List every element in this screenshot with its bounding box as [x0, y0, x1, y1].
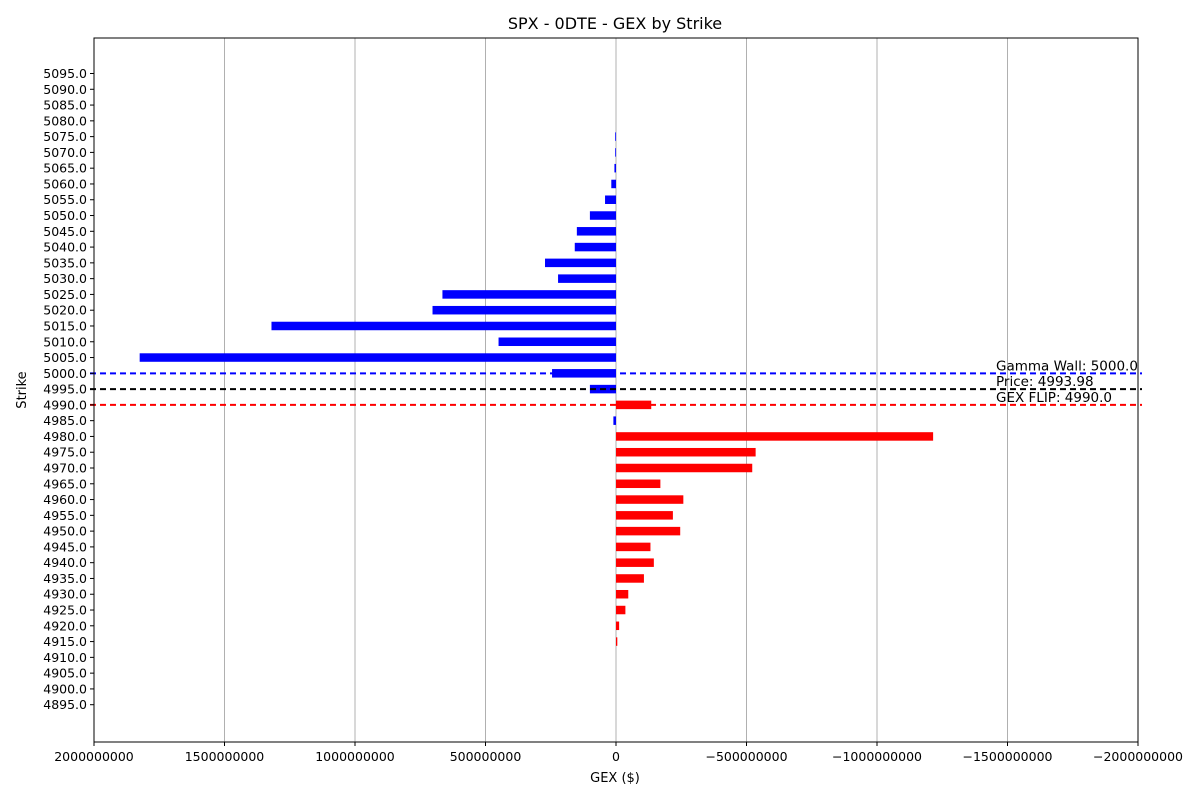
reference-line-layer — [90, 372, 1142, 406]
y-tick-label: 5075.0 — [43, 129, 87, 144]
y-tick-label: 5000.0 — [43, 366, 87, 381]
y-tick-label: 4910.0 — [43, 650, 87, 665]
y-tick-label: 4935.0 — [43, 571, 87, 586]
y-tick-label: 4920.0 — [43, 618, 87, 633]
y-tick-label: 5050.0 — [43, 208, 87, 223]
x-tick-label: −1500000000 — [962, 749, 1052, 764]
gex-bar — [432, 305, 616, 315]
y-tick-label: 4900.0 — [43, 681, 87, 696]
y-tick-label: 4965.0 — [43, 476, 87, 491]
gex-bar — [616, 447, 756, 457]
gex-bar — [616, 511, 673, 520]
gex-bar — [616, 495, 684, 504]
gex-bar — [498, 337, 616, 347]
gex-bar — [616, 479, 661, 489]
gex-bar — [615, 132, 617, 141]
y-tick-label: 5010.0 — [43, 334, 87, 349]
x-tick-label: 2000000000 — [54, 749, 134, 764]
y-tick-label: 5090.0 — [43, 82, 87, 97]
y-tick-label: 4995.0 — [43, 382, 87, 397]
y-tick-label: 4940.0 — [43, 555, 87, 570]
gex-bar — [616, 463, 753, 473]
y-tick-label: 5030.0 — [43, 271, 87, 286]
y-tick-label: 5025.0 — [43, 287, 87, 302]
y-tick-label: 4975.0 — [43, 445, 87, 460]
y-tick-label: 4985.0 — [43, 413, 87, 428]
y-tick-label: 5065.0 — [43, 161, 87, 176]
bar-layer — [139, 132, 934, 646]
chart-title: SPX - 0DTE - GEX by Strike — [508, 14, 722, 33]
gex-bar — [139, 353, 617, 362]
gex-bar — [615, 148, 617, 157]
reference-label: GEX FLIP: 4990.0 — [996, 390, 1112, 406]
gex-bar — [616, 542, 651, 552]
y-tick-label: 4930.0 — [43, 587, 87, 602]
gex-bar — [616, 605, 626, 615]
x-axis-label: GEX ($) — [590, 771, 640, 786]
gex-bar — [574, 242, 616, 252]
gex-bar — [611, 179, 616, 189]
y-tick-label: 5085.0 — [43, 98, 87, 113]
y-tick-label: 4945.0 — [43, 539, 87, 554]
gex-bar — [605, 195, 616, 204]
reference-label: Gamma Wall: 5000.0 — [996, 358, 1138, 374]
y-tick-label: 5035.0 — [43, 255, 87, 270]
y-tick-label: 4990.0 — [43, 397, 87, 412]
x-tick-label: 0 — [612, 749, 620, 764]
y-tick-label: 5020.0 — [43, 303, 87, 318]
gex-bar — [558, 274, 616, 283]
gex-bar — [613, 416, 616, 425]
y-tick-label: 5080.0 — [43, 113, 87, 128]
gex-bar — [616, 574, 644, 583]
y-tick-label: 4950.0 — [43, 524, 87, 539]
y-tick-label: 5070.0 — [43, 145, 87, 160]
x-tick-label: −500000000 — [705, 749, 787, 764]
y-axis-label: Strike — [15, 371, 30, 408]
x-tick-label: −2000000000 — [1093, 749, 1183, 764]
gex-bar — [576, 227, 616, 236]
gex-bar — [616, 526, 681, 536]
y-tick-label: 5005.0 — [43, 350, 87, 365]
gex-bar — [616, 637, 618, 646]
gex-bar — [616, 558, 654, 567]
y-tick-label: 4970.0 — [43, 461, 87, 476]
gex-bar — [614, 163, 616, 173]
gex-bar — [589, 211, 616, 220]
y-tick-label: 4960.0 — [43, 492, 87, 507]
x-tick-label: −1000000000 — [832, 749, 922, 764]
y-tick-label: 4895.0 — [43, 697, 87, 712]
y-tick-label: 4955.0 — [43, 508, 87, 523]
y-tick-label: 4925.0 — [43, 603, 87, 618]
y-tick-label: 4980.0 — [43, 429, 87, 444]
reference-label: Price: 4993.98 — [996, 374, 1094, 390]
x-tick-label: 500000000 — [450, 749, 522, 764]
gex-bar — [616, 432, 934, 441]
y-tick-label: 5040.0 — [43, 240, 87, 255]
y-tick-label: 5055.0 — [43, 192, 87, 207]
gex-bar — [616, 589, 629, 599]
y-tick-label: 5045.0 — [43, 224, 87, 239]
gex-bar — [271, 321, 616, 331]
gex-bar — [545, 258, 616, 268]
tick-layer: 2000000000 1500000000 1000000000 500000000 0… — [43, 66, 1183, 764]
y-tick-label: 4905.0 — [43, 666, 87, 681]
gex-bar — [616, 621, 620, 631]
y-tick-label: 4915.0 — [43, 634, 87, 649]
y-tick-label: 5095.0 — [43, 66, 87, 81]
gex-bar — [442, 290, 616, 299]
x-tick-label: 1000000000 — [315, 749, 395, 764]
x-tick-label: 1500000000 — [185, 749, 265, 764]
y-tick-label: 5015.0 — [43, 318, 87, 333]
y-tick-label: 5060.0 — [43, 176, 87, 191]
